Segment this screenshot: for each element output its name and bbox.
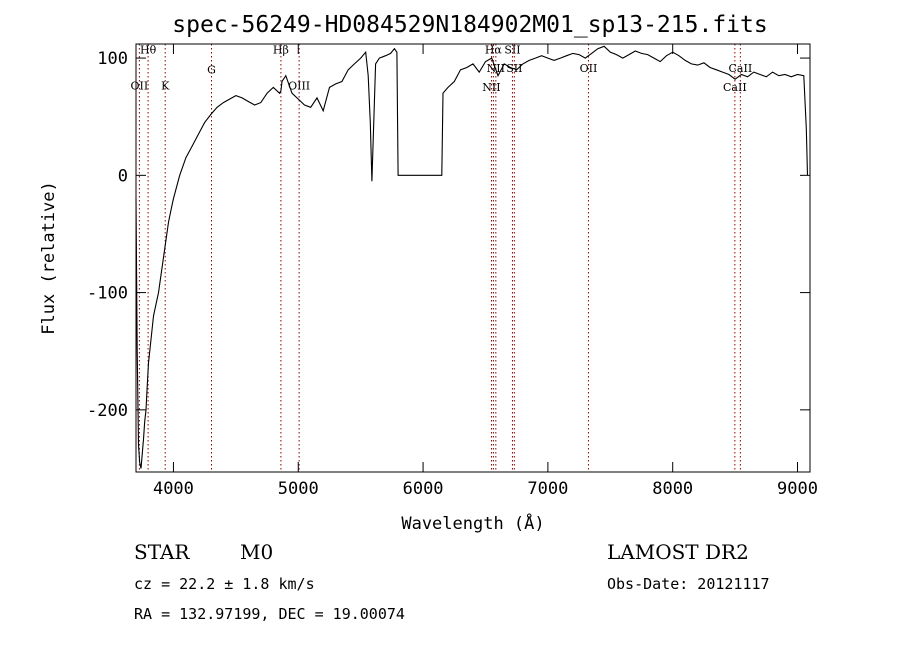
line-marker-label: Hθ (140, 43, 157, 56)
object-class: STAR (134, 540, 190, 564)
x-tick-label: 8000 (652, 479, 693, 499)
line-marker-label: CaII (723, 81, 747, 94)
x-tick-label: 7000 (527, 479, 568, 499)
line-marker-label: SII (504, 43, 520, 56)
x-tick-label: 6000 (403, 479, 444, 499)
line-marker-label: G (207, 63, 216, 76)
x-tick-label: 5000 (278, 479, 319, 499)
y-axis-label: Flux (relative) (39, 181, 59, 335)
x-axis-label: Wavelength (Å) (401, 512, 544, 534)
object-subclass: M0 (240, 540, 273, 564)
line-marker-label: NII (482, 81, 500, 94)
plot-frame (135, 43, 811, 473)
line-marker-label: OIII (288, 80, 310, 93)
y-tick-label: 0 (118, 166, 128, 186)
line-marker-label: OII (131, 80, 149, 93)
x-tick-label: 4000 (153, 479, 194, 499)
y-tick-label: -200 (87, 401, 128, 421)
y-tick-label: 100 (97, 49, 128, 69)
x-tick-label: 9000 (777, 479, 818, 499)
x-axis-ticks: 4000 5000 6000 7000 8000 9000 (153, 44, 818, 499)
line-marker-label: K (161, 80, 170, 93)
line-marker-label: Hα (485, 43, 503, 56)
y-axis-ticks: -200 -100 0 100 (87, 49, 810, 421)
line-marker-label: OII (580, 62, 598, 75)
redshift-line: cz = 22.2 ± 1.8 km/s (134, 575, 315, 593)
line-marker-label: Hβ (273, 43, 289, 56)
y-tick-label: -100 (87, 284, 128, 304)
line-marker-label: CaII (729, 62, 753, 75)
spectrum-line (135, 45, 809, 469)
observation-date: Obs-Date: 20121117 (607, 575, 770, 593)
chart-title: spec-56249-HD084529N184902M01_sp13-215.f… (172, 12, 767, 38)
coordinates-line: RA = 132.97199, DEC = 19.00074 (134, 605, 405, 623)
survey-name: LAMOST DR2 (607, 540, 749, 564)
emission-line-markers (138, 44, 741, 472)
